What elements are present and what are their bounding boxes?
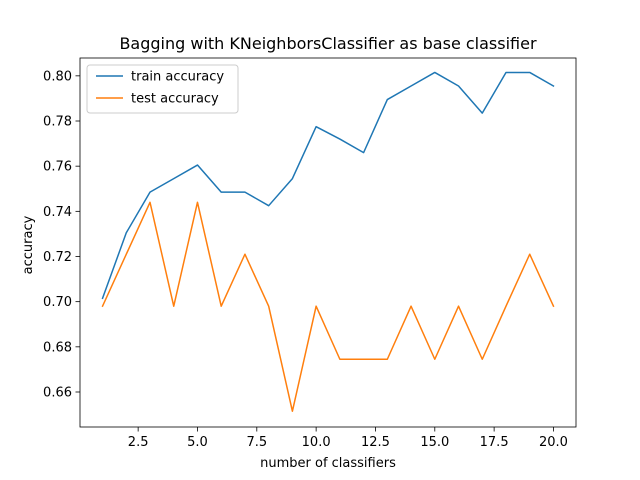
x-axis-label: number of classifiers [260,456,396,471]
x-tick-label: 17.5 [480,435,509,450]
legend-label-0: train accuracy [131,70,224,85]
x-tick-label: 10.0 [302,435,331,450]
x-tick-label: 12.5 [361,435,390,450]
series-line-1 [101,201,555,412]
x-tick-label: 2.5 [128,435,149,450]
legend-label-1: test accuracy [131,92,219,107]
plot-area: 2.5 5.0 7.5 10.0 12.5 15.0 17.5 20.0 0.66 0.68 0.7… [43,57,577,450]
series-line-0 [101,71,555,300]
y-tick-label: 0.76 [43,160,72,175]
x-tick-label: 15.0 [420,435,449,450]
y-tick-label: 0.68 [43,340,72,355]
x-tick-label: 5.0 [187,435,208,450]
y-axis-label: accuracy [21,215,36,274]
x-tick-label: 20.0 [539,435,568,450]
y-tick-label: 0.74 [43,205,72,220]
y-tick-label: 0.70 [43,295,72,310]
y-tick-label: 0.80 [43,69,72,84]
y-tick-label: 0.66 [43,385,72,400]
legend-box [86,64,239,114]
y-tick-label: 0.72 [43,250,72,265]
chart-title: Bagging with KNeighborsClassifier as bas… [119,34,537,53]
y-tick-label: 0.78 [43,115,72,130]
x-tick-label: 7.5 [246,435,267,450]
axes-frame [79,57,577,428]
